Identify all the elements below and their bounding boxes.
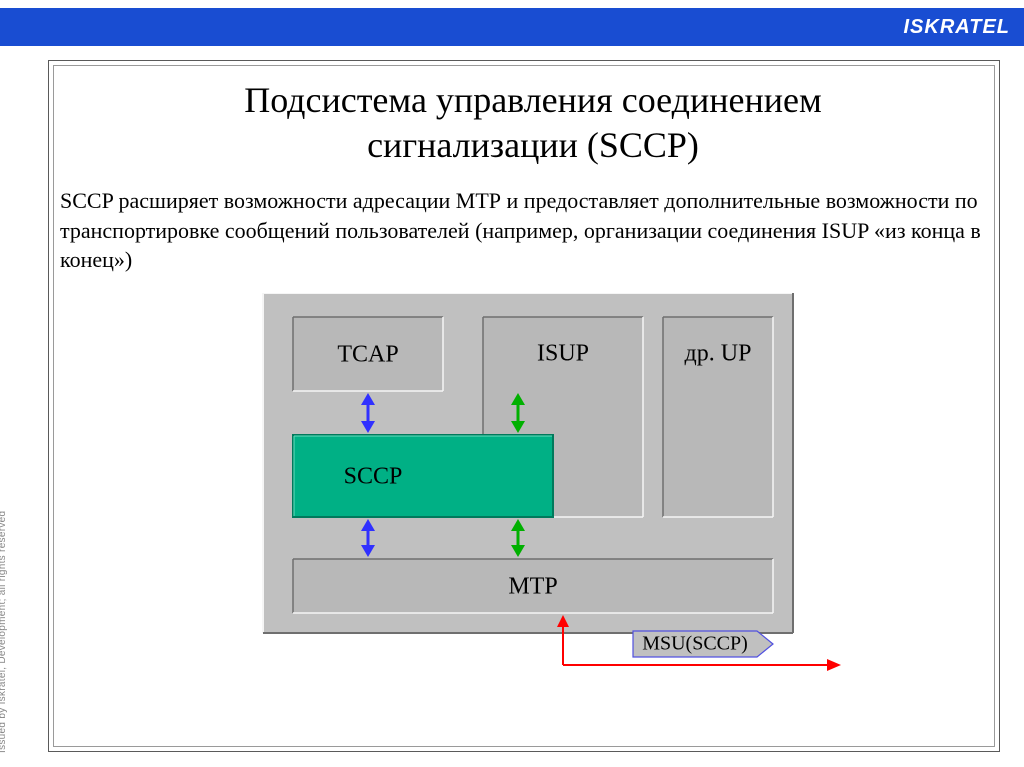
svg-text:МТР: МТР [508,574,557,600]
svg-text:TCAP: TCAP [337,342,398,368]
svg-text:ISUP: ISUP [537,341,589,367]
title-line-2: сигнализации (SCCP) [367,125,699,165]
page-title: Подсистема управления соединением сигнал… [60,78,1006,168]
svg-text:MSU(SCCP): MSU(SCCP) [642,633,748,655]
svg-text:др. UP: др. UP [685,341,752,367]
protocol-stack-diagram: TCAP ISUP др. UP МТР SCCP MSU(SCCP) [223,293,843,693]
side-copyright: Issued by Iskratel, Development; all rig… [0,511,8,753]
title-line-1: Подсистема управления соединением [244,80,822,120]
svg-text:SCCP: SCCP [344,464,403,490]
brand-logo: ISKRATEL [903,16,1010,39]
header-bar: ISKRATEL [0,8,1024,46]
content-area: Подсистема управления соединением сигнал… [60,70,1006,749]
body-paragraph: SCCP расширяет возможности адресации МТР… [60,186,1006,275]
